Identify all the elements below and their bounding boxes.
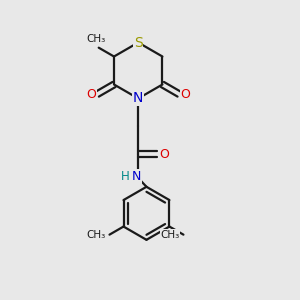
Text: S: S <box>134 35 142 50</box>
Text: H: H <box>121 170 129 183</box>
Text: N: N <box>133 92 143 106</box>
Text: CH₃: CH₃ <box>161 230 180 240</box>
Text: O: O <box>86 88 96 100</box>
Text: N: N <box>132 170 141 183</box>
Text: CH₃: CH₃ <box>87 230 106 240</box>
Text: CH₃: CH₃ <box>87 34 106 44</box>
Text: O: O <box>159 148 169 161</box>
Text: O: O <box>181 88 190 100</box>
